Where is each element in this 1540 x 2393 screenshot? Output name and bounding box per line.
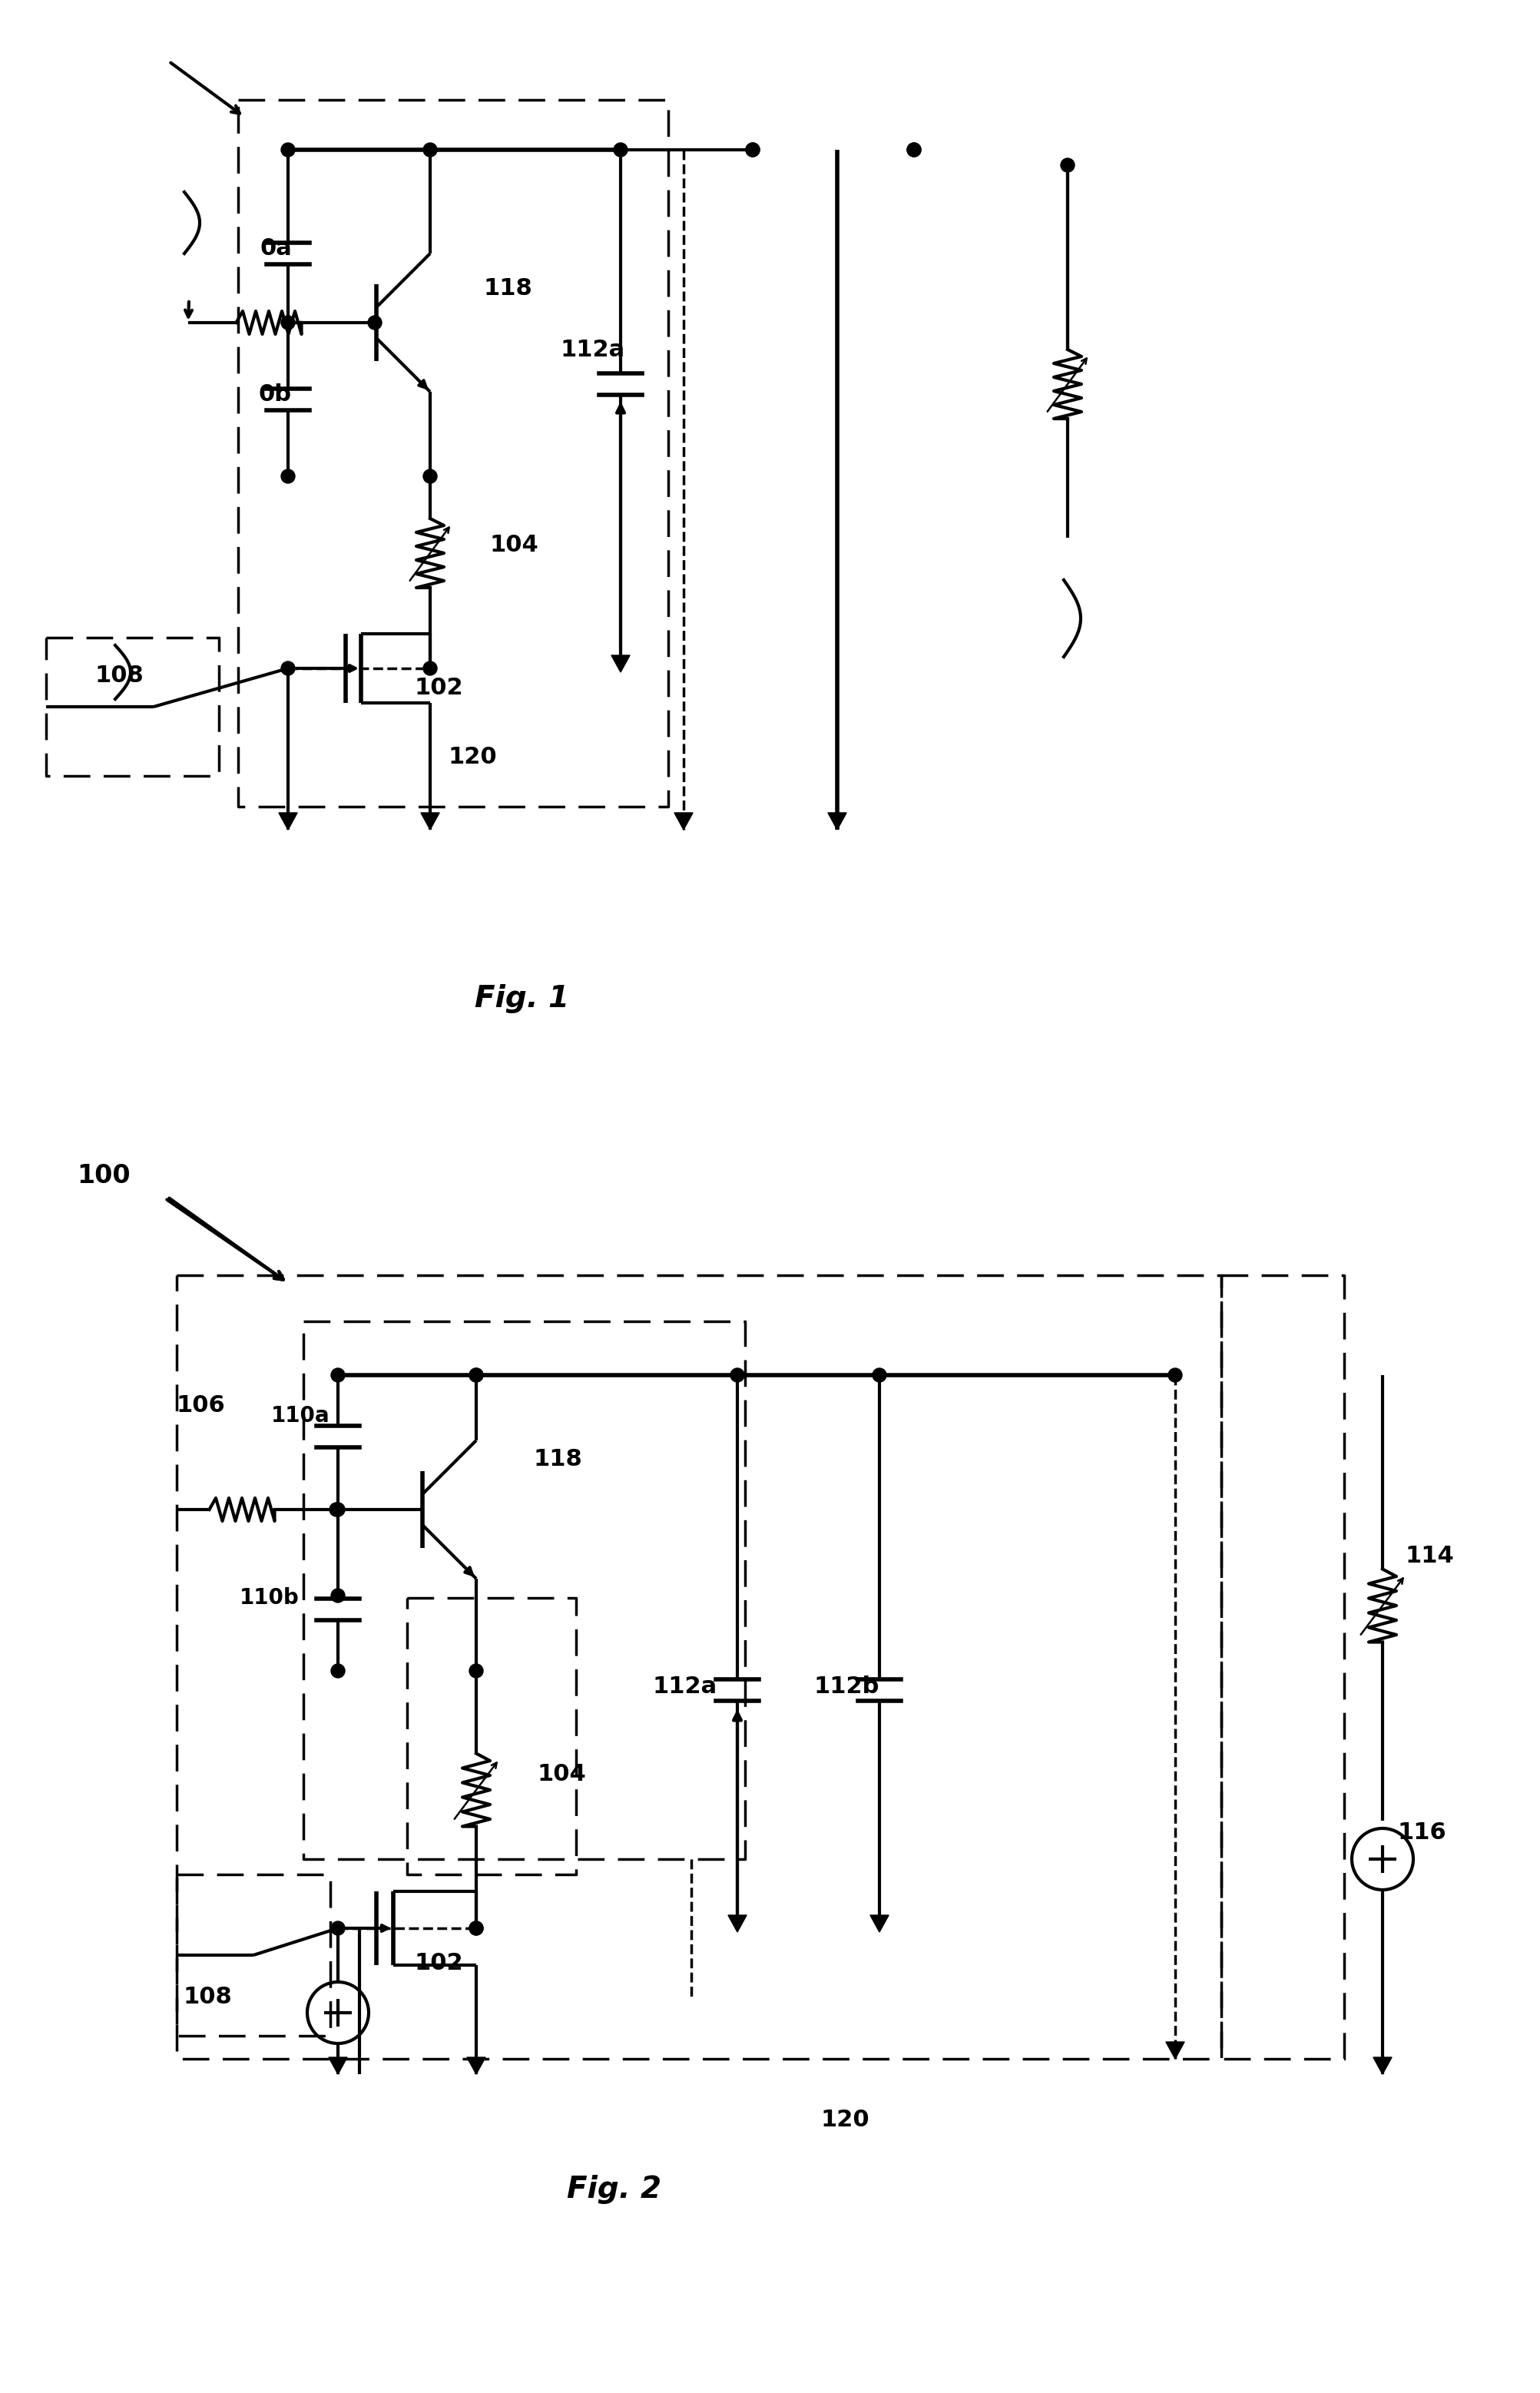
Text: 112b: 112b [813, 1675, 879, 1697]
Circle shape [368, 316, 382, 330]
Text: 102: 102 [414, 677, 464, 699]
Polygon shape [675, 814, 693, 830]
Circle shape [331, 1589, 345, 1603]
Polygon shape [827, 814, 845, 830]
Text: 116: 116 [1397, 1821, 1446, 1843]
Polygon shape [611, 656, 630, 672]
Polygon shape [328, 2058, 346, 2075]
Circle shape [470, 1369, 484, 1383]
Text: 0b: 0b [259, 383, 291, 404]
Text: 118: 118 [533, 1448, 582, 1472]
Polygon shape [279, 814, 297, 830]
Text: 100: 100 [77, 1163, 131, 1187]
Circle shape [470, 1369, 484, 1383]
Text: 110a: 110a [271, 1405, 330, 1426]
Text: 118: 118 [484, 278, 533, 299]
Circle shape [280, 469, 294, 483]
Text: 120: 120 [448, 747, 496, 768]
Circle shape [331, 1922, 345, 1936]
Text: 108: 108 [183, 1986, 231, 2008]
Circle shape [424, 469, 437, 483]
Circle shape [424, 144, 437, 156]
Circle shape [1060, 158, 1073, 172]
Text: Fig. 2: Fig. 2 [567, 2175, 661, 2204]
Text: 108: 108 [94, 665, 143, 687]
Text: 104: 104 [537, 1764, 587, 1785]
Circle shape [745, 144, 759, 156]
Circle shape [424, 660, 437, 675]
Circle shape [613, 144, 627, 156]
Text: 106: 106 [177, 1395, 225, 1417]
Text: 110b: 110b [240, 1587, 299, 1608]
Circle shape [745, 144, 759, 156]
Text: 114: 114 [1404, 1543, 1454, 1567]
Polygon shape [467, 2058, 485, 2075]
Text: 112a: 112a [561, 337, 625, 361]
Text: 102: 102 [414, 1953, 464, 1974]
Circle shape [280, 144, 294, 156]
Circle shape [280, 660, 294, 675]
Circle shape [330, 1503, 343, 1517]
Circle shape [470, 1663, 484, 1677]
Polygon shape [1372, 2058, 1391, 2075]
Circle shape [470, 1922, 484, 1936]
Polygon shape [420, 814, 439, 830]
Text: 112a: 112a [653, 1675, 718, 1697]
Circle shape [1167, 1369, 1181, 1383]
Circle shape [331, 1369, 345, 1383]
Circle shape [907, 144, 921, 156]
Text: 120: 120 [819, 2108, 869, 2132]
Circle shape [907, 144, 921, 156]
Circle shape [331, 1663, 345, 1677]
Text: 104: 104 [490, 534, 539, 558]
Polygon shape [728, 1914, 747, 1931]
Circle shape [331, 1503, 345, 1517]
Text: Fig. 1: Fig. 1 [474, 984, 570, 1012]
Polygon shape [870, 1914, 889, 1931]
Circle shape [280, 316, 294, 330]
Circle shape [730, 1369, 744, 1383]
Polygon shape [1166, 2041, 1184, 2058]
Circle shape [872, 1369, 886, 1383]
Circle shape [470, 1922, 484, 1936]
Text: 0a: 0a [260, 237, 291, 258]
